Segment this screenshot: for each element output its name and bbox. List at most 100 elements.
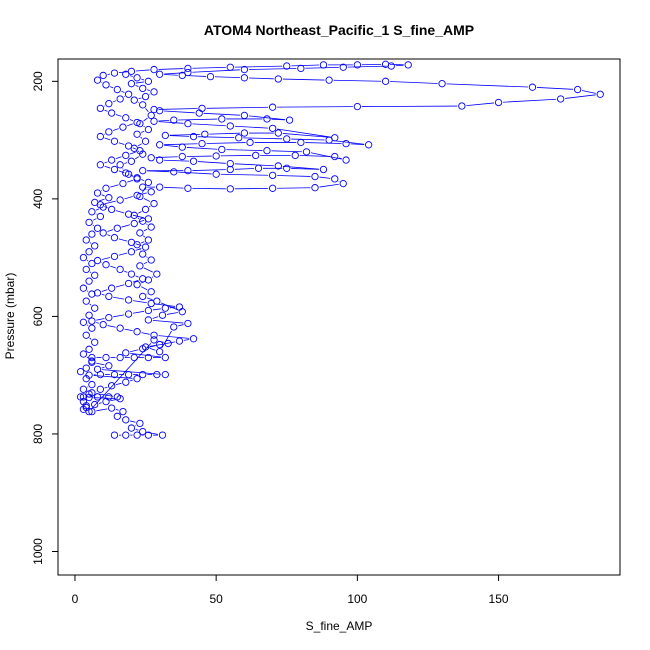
series-line-segment — [89, 337, 92, 340]
series-line-segment — [186, 147, 218, 150]
data-point — [331, 175, 339, 183]
data-point — [96, 132, 105, 141]
data-point — [153, 297, 161, 305]
data-point — [144, 431, 153, 439]
series-line-segment — [129, 379, 133, 382]
data-point — [82, 236, 90, 244]
series-line-segment — [146, 223, 148, 225]
data-point — [102, 184, 110, 192]
data-point — [381, 60, 390, 68]
data-point — [136, 119, 144, 128]
data-point — [153, 370, 161, 379]
data-point — [93, 256, 102, 265]
data-point — [122, 349, 130, 357]
data-point — [88, 208, 96, 216]
data-point — [105, 393, 113, 401]
data-point — [93, 365, 102, 373]
data-point — [133, 241, 141, 249]
series-line-segment — [130, 349, 139, 353]
data-point — [263, 147, 271, 155]
series-line-segment — [135, 81, 144, 84]
data-point — [124, 90, 133, 98]
series-line-segment — [141, 179, 145, 182]
series-line-segment — [137, 150, 140, 152]
data-point — [158, 311, 167, 319]
series-line-segment — [347, 65, 387, 68]
series-line-segment — [299, 155, 331, 157]
data-point — [136, 192, 144, 201]
data-point — [88, 290, 96, 298]
data-point — [144, 276, 153, 284]
series-line-segment — [104, 161, 108, 164]
data-point — [124, 279, 133, 288]
series-line-segment — [135, 69, 150, 72]
data-point — [235, 134, 243, 142]
data-point — [144, 316, 153, 324]
data-point — [596, 90, 604, 98]
series-line-segment — [152, 319, 184, 324]
data-point — [268, 103, 277, 111]
data-point — [93, 189, 102, 197]
series-line-segment — [169, 135, 190, 137]
series-line-segment — [135, 156, 140, 160]
y-tick-label: 200 — [31, 71, 45, 91]
series-line-segment — [89, 242, 92, 244]
data-point — [226, 63, 234, 71]
series-line-segment — [96, 408, 108, 412]
series-line-segment — [206, 106, 269, 109]
series-line-segment — [124, 270, 128, 273]
series-line-segment — [183, 339, 190, 341]
series-line-segment — [164, 159, 190, 162]
series-line-segment — [291, 168, 319, 170]
data-point — [268, 124, 277, 132]
data-point — [85, 407, 93, 416]
series-line-segment — [581, 90, 596, 94]
series-line-segment — [132, 310, 145, 314]
series-line-segment — [141, 186, 147, 193]
data-point — [141, 137, 150, 145]
series-line-segment — [164, 144, 178, 148]
data-point — [124, 296, 133, 304]
series-line-segment — [503, 98, 557, 103]
data-point — [110, 252, 119, 261]
series-line-segment — [282, 133, 331, 138]
series-line-segment — [282, 78, 325, 81]
data-point — [110, 137, 119, 145]
data-point — [158, 431, 167, 439]
data-point — [184, 184, 192, 192]
series-line-segment — [122, 168, 124, 170]
data-point — [184, 64, 192, 73]
data-point — [99, 71, 107, 80]
series-line-segment — [291, 138, 325, 141]
data-point — [319, 165, 328, 174]
data-point — [82, 375, 90, 383]
series-line-segment — [101, 257, 111, 260]
series-line-segment — [234, 125, 269, 129]
data-point — [99, 229, 107, 237]
data-point — [178, 308, 186, 316]
data-point — [339, 179, 347, 188]
series-line-segment — [110, 184, 119, 188]
data-point — [124, 210, 133, 218]
data-point — [93, 289, 102, 297]
data-point — [144, 77, 153, 85]
data-point — [99, 320, 107, 329]
series-line-segment — [178, 171, 212, 175]
data-point — [133, 375, 141, 383]
data-point — [147, 111, 155, 120]
data-point — [85, 248, 93, 256]
series-line-segment — [86, 290, 89, 292]
series-line-segment — [107, 229, 114, 232]
data-point — [212, 170, 220, 178]
data-point — [153, 270, 161, 278]
data-point — [130, 353, 138, 362]
data-point — [88, 259, 96, 268]
series-line-segment — [277, 106, 353, 108]
data-point — [119, 179, 127, 188]
data-point — [102, 261, 110, 269]
series-line-segment — [107, 325, 116, 328]
data-point — [189, 335, 198, 343]
series-line-segment — [310, 152, 342, 160]
series-line-segment — [101, 289, 108, 292]
